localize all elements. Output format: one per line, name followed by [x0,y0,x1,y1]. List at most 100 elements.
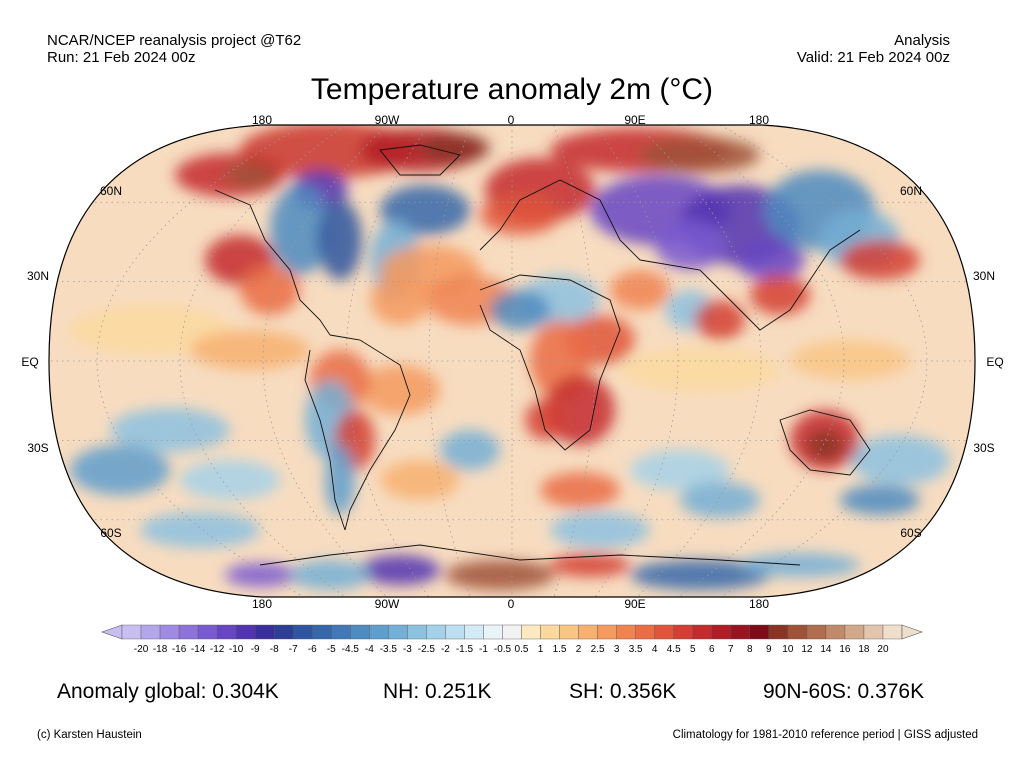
colorbar-cell [216,624,237,640]
colorbar-cell [882,624,903,640]
lon-label-top-0: 0 [508,113,515,127]
colorbar-tick-label: 8 [747,644,753,655]
colorbar-tick-label: 2.5 [591,644,605,655]
colorbar-cell [616,624,636,640]
coastline [479,274,621,451]
lat-label-right-60s: 60S [900,526,921,540]
colorbar-tick-label: -4 [365,644,374,655]
colorbar-tick-label: -5 [327,644,336,655]
colorbar-cell [235,624,256,640]
colorbar-tick-label: -18 [153,644,168,655]
anomaly-region [610,270,670,310]
coastline [304,349,346,531]
colorbar-tick-label: -7 [289,644,298,655]
temperature-anomaly-map: 180 90W 0 90E 180 180 90W 0 90E 180 60N … [21,113,1003,611]
colorbar-cell [711,624,731,640]
anomaly-region [190,330,310,370]
colorbar-cell [502,624,522,640]
lat-label-right-60n: 60N [900,184,922,198]
colorbar-cell [730,624,751,640]
anomaly-region [750,275,810,315]
colorbar-tick-label: -1 [479,644,488,655]
colorbar-tick-label: -4.5 [342,644,360,655]
map-field [49,125,975,597]
meridian-line [96,125,304,597]
lat-label-right-30s: 30S [973,441,994,455]
colorbar-cell [483,624,503,640]
anomaly-region [850,435,950,485]
lat-label-left-30n: 30N [27,269,49,283]
colorbar-cell [863,624,884,640]
valid-time: Valid: 21 Feb 2024 00z [796,49,950,66]
colorbar-cell [121,624,142,640]
colorbar-tick-label: -3.5 [380,644,398,655]
anomaly-region [550,553,630,577]
anomaly-region [420,133,490,163]
model-name: NCAR/NCEP reanalysis project @T62 [47,32,302,49]
colorbar-cell [673,624,693,640]
coastline [379,144,461,176]
colorbar-tick-label: 4.5 [667,644,681,655]
colorbar-cell [825,624,846,640]
meridian-line [678,125,845,597]
anomaly-region [630,450,730,490]
anomaly-region [360,555,440,585]
run-time: Run: 21 Feb 2024 00z [47,49,196,66]
colorbar-tick-label: -12 [210,644,225,655]
anomaly-region [225,163,275,187]
colorbar-tick-label: 18 [858,644,870,655]
meridian-line [179,125,346,597]
anomaly-region [630,560,770,590]
colorbar-cell [540,624,560,640]
colorbar-tick-label: 9 [766,644,772,655]
lon-label-top-180e: 180 [749,113,769,127]
colorbar-cell [178,624,199,640]
colorbar-tick-label: 2 [576,644,582,655]
lon-label-top-90w: 90W [375,113,400,127]
colorbar-cell [787,624,808,640]
colorbar-cell [844,624,865,640]
colorbar-tick-label: 20 [877,644,889,655]
globe-outline [48,124,976,598]
anomaly-region [640,137,760,173]
anomaly-region [370,275,430,325]
anomaly-region [620,348,780,392]
lat-label-left-60s: 60S [100,526,121,540]
anomaly-region [180,460,280,500]
colorbar-cell [140,624,161,640]
colorbar-tick-label: 7 [728,644,734,655]
colorbar-cell [312,624,332,640]
meridian-line [553,125,596,597]
anomaly-region [680,482,760,518]
stat-90n-60s: 90N-60S: 0.376K [763,680,925,703]
lon-label-bottom-0: 0 [508,597,515,611]
colorbar-cell [654,624,674,640]
colorbar-tick-label: -2 [441,644,450,655]
anomaly-region [655,220,725,270]
meridian-line [345,125,429,597]
lat-label-right-eq: EQ [986,355,1003,369]
colorbar-tick-label: 1 [538,644,544,655]
anomaly-region [525,400,565,440]
colorbar-tick-label: 14 [820,644,832,655]
anomaly-region [325,445,355,515]
stat-nh: NH: 0.251K [383,680,492,703]
colorbar-cell [578,624,598,640]
lat-label-left-30s: 30S [27,441,48,455]
meridian-line [720,125,928,597]
colorbar-tick-label: 12 [801,644,813,655]
colorbar-cell [692,624,712,640]
colorbar-cell [369,624,389,640]
anomaly-region [480,195,560,235]
anomaly-region [290,560,370,590]
lon-label-bottom-180e: 180 [749,597,769,611]
stat-global: Anomaly global: 0.304K [57,680,279,703]
anomaly-region [490,290,550,330]
colorbar-cell [464,624,484,640]
anomaly-region [790,340,910,380]
anomaly-region [807,430,843,460]
colorbar-cell [768,624,789,640]
meridian-line [595,125,679,597]
anomaly-region [735,240,805,280]
anomaly-region [440,430,500,470]
